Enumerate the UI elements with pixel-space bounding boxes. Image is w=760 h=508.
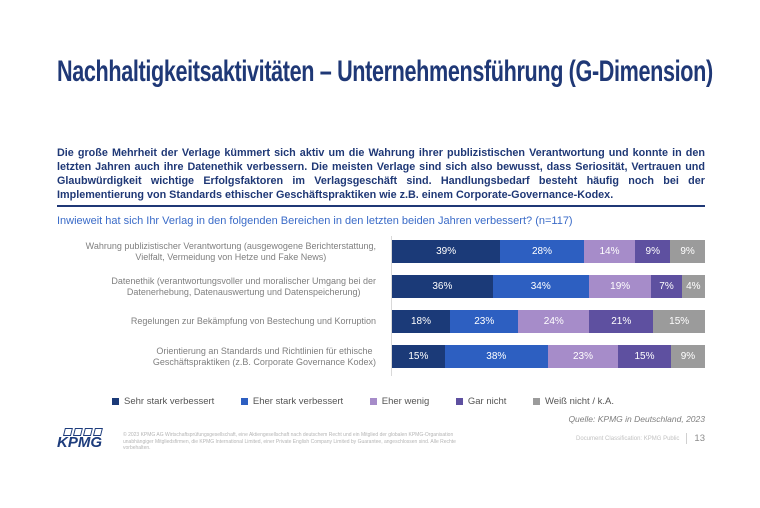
legend-label: Eher wenig [381, 396, 430, 407]
bar-segment: 36% [392, 275, 493, 298]
kpmg-logo-text: KPMG [57, 433, 102, 451]
legend-swatch-icon [455, 398, 463, 405]
legend-swatch-icon [240, 398, 248, 405]
category-label: Wahrung publizistischer Verantwortung (a… [85, 240, 376, 262]
bar-segment: 21% [589, 310, 654, 333]
segment-value-label: 23% [572, 351, 593, 362]
bar-segment: 9% [670, 345, 705, 368]
segment-value-label: 38% [486, 351, 507, 362]
survey-question: Inwieweit hat sich Ihr Verlag in den fol… [57, 215, 573, 227]
legend-label: Weiß nicht / k.A. [544, 396, 614, 407]
bar-segment: 38% [444, 345, 548, 368]
chart-row: Datenethik (verantwortungsvoller und mor… [57, 275, 705, 298]
copyright-line-2: unabhängiger Mitgliedsfirmen, die KPMG I… [123, 438, 456, 452]
legend-item: Eher stark verbessert [240, 396, 344, 407]
chart-row: Orientierung an Standards und Richtlinie… [57, 345, 705, 368]
bar-segment: 4% [681, 275, 705, 298]
copyright-text: © 2023 KPMG AG Wirtschaftsprüfungsgesell… [123, 432, 468, 452]
classification-label: Document Classification: KPMG Public [576, 435, 680, 442]
stacked-bar-chart: Wahrung publizistischer Verantwortung (a… [57, 236, 706, 376]
chart-row: Regelungen zur Bekämpfung von Bestechung… [57, 310, 705, 333]
segment-value-label: 34% [530, 281, 551, 292]
segment-value-label: 15% [634, 351, 655, 362]
bar-segment: 23% [449, 310, 519, 333]
kpmg-logo: KPMG [57, 428, 103, 451]
segment-value-label: 7% [659, 281, 674, 292]
legend-label: Gar nicht [467, 396, 507, 407]
segment-value-label: 39% [436, 246, 457, 257]
legend-swatch-icon [369, 398, 377, 405]
legend-label: Eher stark verbessert [252, 396, 344, 407]
legend-item: Sehr stark verbessert [112, 396, 214, 407]
segment-value-label: 9% [680, 351, 696, 362]
bar-segment: 23% [547, 345, 619, 368]
segment-value-label: 19% [610, 281, 631, 292]
footer-classification-row: Document Classification: KPMG Public 13 [576, 433, 705, 444]
stacked-bar: 36% 34% 19% 7% 4% [392, 275, 705, 298]
bar-segment: 15% [618, 345, 671, 368]
bar-segment: 15% [653, 310, 705, 333]
segment-value-label: 36% [432, 281, 453, 292]
segment-value-label: 9% [680, 246, 695, 257]
segment-value-label: 18% [410, 316, 431, 327]
legend-label: Sehr stark verbessert [124, 396, 215, 407]
legend-item: Weiß nicht / k.A. [532, 396, 614, 407]
legend-swatch-icon [532, 398, 540, 405]
page-number: 13 [694, 433, 705, 444]
chart-legend: Sehr stark verbessert Eher stark verbesse… [112, 396, 614, 407]
stacked-bar: 15% 38% 23% 15% 9% [392, 345, 705, 368]
bar-segment: 9% [635, 240, 671, 263]
category-label: Orientierung an Standards und Richtlinie… [152, 345, 376, 367]
source-note: Quelle: KPMG in Deutschland, 2023 [568, 414, 705, 424]
chart-rows: Wahrung publizistischer Verantwortung (a… [57, 236, 706, 376]
bar-segment: 34% [492, 275, 589, 298]
bar-segment: 7% [651, 275, 682, 298]
bar-segment: 28% [500, 240, 584, 263]
intro-paragraph: Die große Mehrheit der Verlage kümmert s… [57, 147, 705, 201]
segment-value-label: 14% [599, 246, 620, 257]
segment-value-label: 21% [611, 316, 632, 327]
footer-divider [686, 433, 688, 444]
bar-segment: 18% [392, 310, 450, 333]
segment-value-label: 24% [543, 316, 564, 327]
segment-value-label: 23% [474, 316, 495, 327]
chart-row: Wahrung publizistischer Verantwortung (a… [57, 240, 706, 263]
legend-swatch-icon [112, 398, 119, 405]
bar-segment: 15% [392, 345, 445, 368]
segment-value-label: 15% [669, 316, 690, 327]
stacked-bar: 39% 28% 14% 9% 9% [392, 240, 706, 263]
divider-rule [57, 205, 705, 207]
bar-segment: 9% [670, 240, 706, 263]
legend-item: Gar nicht [455, 396, 507, 407]
category-label: Regelungen zur Bekämpfung von Bestechung… [130, 316, 376, 326]
bar-segment: 24% [518, 310, 590, 333]
legend-item: Eher wenig [369, 396, 430, 407]
segment-value-label: 9% [645, 246, 660, 257]
category-label: Datenethik (verantwortungsvoller und mor… [111, 275, 376, 297]
segment-value-label: 28% [531, 246, 552, 257]
bar-segment: 39% [392, 240, 501, 263]
stacked-bar: 18% 23% 24% 21% 15% [392, 310, 705, 333]
kpmg-logo-squares-icon [63, 428, 103, 436]
bar-segment: 19% [588, 275, 652, 298]
page-title: Nachhaltigkeitsaktivitäten – Unternehmen… [57, 55, 713, 88]
segment-value-label: 15% [408, 351, 429, 362]
bar-segment: 14% [583, 240, 636, 263]
segment-value-label: 4% [686, 281, 701, 292]
copyright-line-1: © 2023 KPMG AG Wirtschaftsprüfungsgesell… [123, 432, 454, 438]
